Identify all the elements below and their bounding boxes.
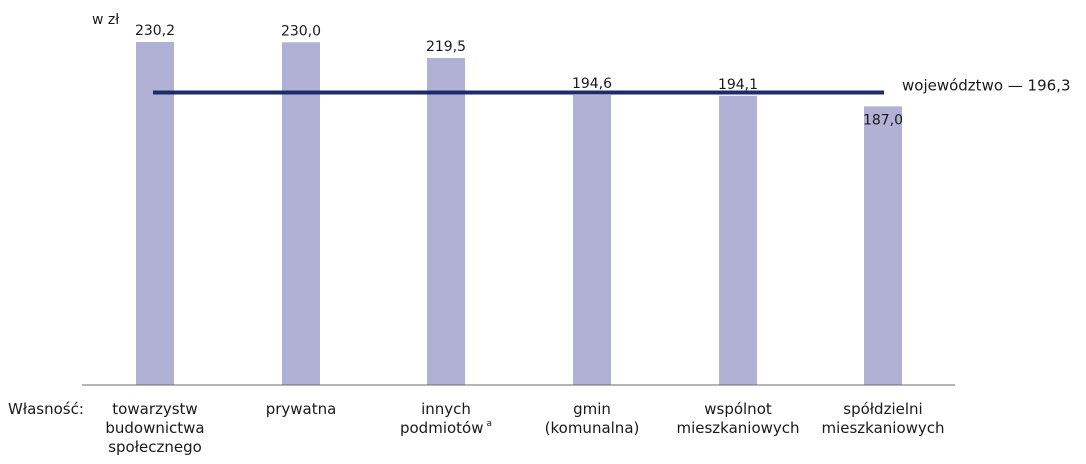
axis-title: Własność: [8,400,84,418]
category-label: towarzystw [112,400,197,418]
value-label: 194,6 [572,76,612,92]
category-label: gmin [573,400,611,418]
value-labels: 230,2 230,0 219,5 194,6 194,1 187,0 [135,23,903,128]
category-label: innych [421,400,471,418]
category-label: wspólnot [704,400,772,418]
category-label: podmiotów a [400,419,492,437]
unit-label: w zł [92,12,119,28]
value-label: 194,1 [718,77,758,93]
category-label: budownictwa [105,419,204,437]
bar [136,42,174,385]
value-label: 230,2 [135,23,175,39]
category-label: społecznego [108,438,202,456]
reference-line-label: województwo — 196,3 [902,77,1071,95]
value-label: 187,0 [863,112,903,128]
category-label: mieszkaniowych [676,419,799,437]
bar [573,95,611,385]
value-label: 219,5 [426,39,466,55]
bars [136,42,902,386]
bar [282,42,320,385]
bar [864,106,902,385]
bar [719,95,757,386]
category-label: spółdzielni [843,400,922,418]
bar [427,57,465,386]
category-label: prywatna [266,400,337,418]
category-label: mieszkaniowych [821,419,944,437]
category-label: (komunalna) [545,419,640,437]
value-label: 230,0 [281,23,321,39]
